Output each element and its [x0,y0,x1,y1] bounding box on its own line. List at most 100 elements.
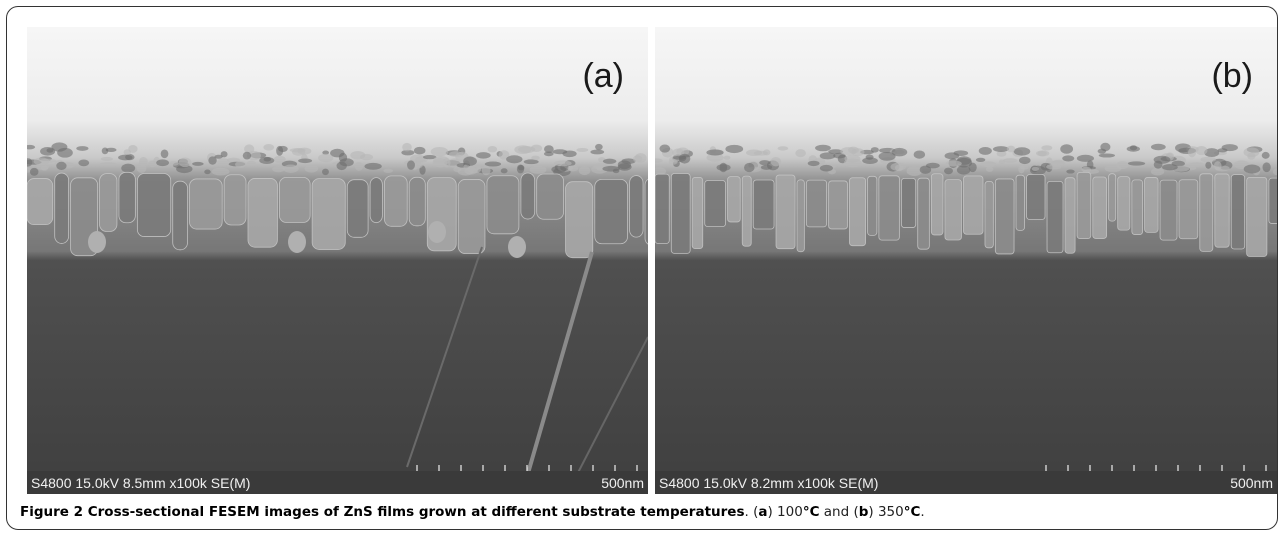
surface-grain [76,146,88,151]
film-grain [1247,177,1267,256]
surface-grain [278,146,288,152]
film-grain [868,176,877,235]
surface-grain [501,168,508,173]
film-grain [224,175,246,225]
surface-grain [1214,161,1222,170]
film-grain [1231,175,1244,249]
surface-grain [217,158,230,166]
instrument-info: S4800 15.0kV 8.5mm x100k SE(M) [31,475,250,491]
surface-grain [355,162,363,171]
film-grain [428,221,446,243]
film-grain [931,174,943,235]
surface-grain [136,163,146,173]
surface-grain [673,156,686,160]
surface-grain [272,166,285,172]
surface-grain [364,163,381,170]
surface-grain [808,161,820,166]
surface-grain [274,156,286,163]
surface-grain [531,145,542,152]
surface-grain [290,148,306,152]
film-grain [728,177,741,222]
film-grain [100,174,117,232]
surface-grain [759,160,770,165]
film-grain [1118,177,1130,230]
surface-grain [1014,147,1031,155]
surface-grain [518,165,525,170]
surface-grain [871,147,879,152]
film-grain [347,180,368,238]
surface-grain [1200,157,1216,162]
scale-label: 500nm [1230,475,1273,491]
surface-grain [603,159,616,164]
surface-grain [1151,168,1164,176]
film-grain [1200,174,1213,252]
surface-grain [1046,164,1061,169]
surface-grain [778,146,789,150]
surface-grain [1003,158,1017,163]
surface-grain [716,164,730,171]
film-grain [190,179,223,229]
surface-grain [101,157,113,161]
caption-text: ) 350 [868,504,903,520]
surface-grain [554,160,572,166]
film-grain [1160,180,1177,240]
film-grain [173,181,188,250]
surface-grain [1247,153,1255,160]
surface-grain [618,160,631,169]
surface-grain [879,152,896,161]
film-grain [537,174,564,219]
surface-grain [544,145,554,153]
film-grain [1065,178,1075,254]
surface-grain [633,155,642,162]
surface-grain [118,155,132,161]
caption-text: °C [803,504,820,520]
surface-grain [78,159,89,166]
surface-grain [530,166,547,174]
caption-text: . ( [745,504,759,520]
caption-text: ) 100 [767,504,802,520]
caption-text: °C [904,504,921,520]
surface-grain [761,165,772,170]
film-grain [1027,174,1045,219]
surface-grain [106,148,117,152]
surface-grain [488,146,497,152]
film-grain [879,176,900,240]
film-grain [705,180,726,226]
film-grain [370,178,382,223]
surface-grain [862,157,878,164]
surface-grain [383,169,393,173]
surface-grain [976,158,985,162]
background [27,27,648,494]
surface-grain [39,159,56,163]
film-grain [945,180,962,240]
film-grain [963,176,983,234]
surface-grain [263,144,274,151]
surface-grain [124,149,131,155]
surface-grain [914,150,925,158]
panel-label: (b) [1211,57,1253,95]
surface-grain [407,160,415,169]
surface-grain [433,156,449,165]
surface-grain [1263,162,1271,172]
surface-grain [1020,165,1028,170]
panel-label: (a) [582,57,624,95]
surface-grain [944,168,953,175]
surface-grain [1244,165,1261,174]
surface-grain [590,150,604,155]
film-grain [918,178,930,249]
surface-grain [979,147,992,155]
surface-grain [725,145,743,153]
surface-grain [795,149,806,157]
surface-grain [602,166,619,172]
surface-grain [283,164,298,172]
surface-grain [30,168,38,176]
caption-text: b [859,504,869,520]
film-grain [384,176,407,226]
surface-grain [161,150,169,159]
film-grain [55,173,69,243]
surface-grain [771,157,782,166]
surface-grain [754,151,768,156]
surface-grain [1128,161,1145,165]
surface-grain [659,144,670,152]
film-grain [279,177,310,222]
